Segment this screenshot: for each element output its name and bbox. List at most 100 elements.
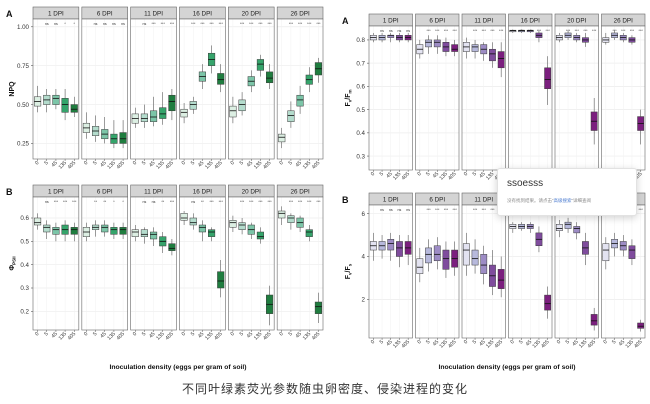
significance-label: ns bbox=[389, 29, 393, 33]
box-135 bbox=[396, 235, 403, 268]
significance-label: *** bbox=[258, 22, 263, 26]
x-tick-label: 405 bbox=[116, 331, 126, 341]
box-body bbox=[433, 245, 441, 262]
box-45 bbox=[296, 215, 304, 232]
box-135 bbox=[256, 227, 264, 244]
box-405 bbox=[404, 32, 412, 43]
x-tick-label: 0 bbox=[463, 171, 469, 177]
significance-label: *** bbox=[621, 29, 626, 33]
box-135 bbox=[208, 227, 216, 242]
significance-label: ns bbox=[380, 208, 384, 212]
x-tick-label: 0 bbox=[370, 339, 376, 345]
box-body bbox=[189, 217, 197, 226]
box-body bbox=[101, 224, 109, 233]
significance-label: *** bbox=[267, 200, 272, 204]
box-0 bbox=[131, 107, 139, 128]
box-45 bbox=[150, 227, 158, 246]
box-body bbox=[168, 243, 176, 251]
box-5 bbox=[378, 32, 386, 43]
x-tick-label: 0 bbox=[181, 331, 187, 337]
box-body bbox=[119, 227, 127, 235]
x-tick-label: 0 bbox=[416, 339, 422, 345]
box-body bbox=[52, 227, 60, 235]
box-5 bbox=[471, 239, 479, 274]
x-tick-label: 405 bbox=[633, 339, 643, 349]
facet-label: 6 DPI bbox=[429, 18, 445, 25]
box-body bbox=[110, 227, 118, 235]
y-tick-label: 0.3 bbox=[356, 153, 365, 160]
significance-label: *** bbox=[267, 22, 272, 26]
popup-text-after: ”详细查阅 bbox=[571, 198, 592, 203]
x-tick-label: 5 bbox=[425, 339, 431, 345]
y-tick-label: 0.25 bbox=[17, 141, 30, 148]
box-body bbox=[555, 224, 563, 231]
significance-label: ns bbox=[406, 208, 410, 212]
box-body bbox=[256, 231, 264, 240]
box-5 bbox=[238, 92, 246, 116]
box-body bbox=[61, 98, 69, 113]
box-0 bbox=[82, 222, 90, 242]
significance-label: *** bbox=[453, 208, 458, 212]
box-0 bbox=[416, 247, 424, 283]
significance-label: ns bbox=[112, 22, 116, 26]
box-body bbox=[256, 59, 264, 71]
box-5 bbox=[425, 239, 432, 272]
box-135 bbox=[159, 232, 167, 253]
box-body bbox=[573, 226, 581, 234]
box-135 bbox=[535, 226, 543, 253]
box-405 bbox=[314, 57, 322, 83]
box-405 bbox=[266, 64, 274, 89]
x-tick-label: 45 bbox=[51, 331, 59, 339]
significance-label: ** bbox=[103, 200, 106, 204]
significance-label: ns bbox=[380, 29, 384, 33]
significance-label: *** bbox=[63, 200, 68, 204]
box-body bbox=[590, 314, 598, 326]
box-5 bbox=[518, 29, 525, 33]
significance-label: *** bbox=[289, 22, 294, 26]
y-tick-label: 0.3 bbox=[20, 285, 29, 292]
significance-label: * bbox=[64, 22, 66, 26]
box-body bbox=[544, 294, 552, 311]
box-5 bbox=[518, 222, 525, 231]
significance-label: ns bbox=[103, 22, 107, 26]
x-tick-label: 5 bbox=[379, 339, 385, 345]
x-tick-label: 5 bbox=[472, 171, 478, 177]
x-tick-label: 45 bbox=[197, 331, 205, 339]
x-tick-label: 5 bbox=[92, 160, 98, 166]
x-tick-label: 405 bbox=[213, 160, 223, 170]
x-tick-label: 135 bbox=[155, 160, 165, 170]
significance-label: ** bbox=[94, 200, 97, 204]
x-tick-label: 135 bbox=[578, 339, 588, 349]
facet-label: 6 DPI bbox=[429, 197, 445, 204]
box-body bbox=[229, 105, 237, 118]
significance-label: *** bbox=[151, 22, 156, 26]
popup-message: 没有找到结果。请点击“高级搜索”详细查阅 bbox=[507, 198, 591, 204]
x-tick-label: 5 bbox=[565, 339, 571, 345]
facet-label: 20 DPI bbox=[567, 18, 587, 25]
box-135 bbox=[396, 32, 403, 43]
box-0 bbox=[34, 213, 42, 230]
box-body bbox=[119, 132, 127, 144]
significance-label: ** bbox=[201, 200, 204, 204]
box-405 bbox=[544, 56, 552, 105]
search-popup[interactable]: ssoesss 没有找到结果。请点击“高级搜索”详细查阅 bbox=[497, 168, 637, 216]
x-tick-label: 0 bbox=[416, 171, 422, 177]
significance-label: *** bbox=[583, 29, 588, 33]
x-tick-label: 5 bbox=[190, 160, 196, 166]
box-body bbox=[416, 258, 424, 274]
x-tick-label: 135 bbox=[392, 339, 402, 349]
box-0 bbox=[462, 37, 470, 59]
advanced-search-link[interactable]: 高级搜索 bbox=[553, 198, 572, 203]
box-45 bbox=[247, 222, 255, 239]
x-tick-label: 5 bbox=[92, 331, 98, 337]
x-tick-label: 45 bbox=[197, 160, 205, 168]
x-tick-label: 5 bbox=[288, 331, 294, 337]
